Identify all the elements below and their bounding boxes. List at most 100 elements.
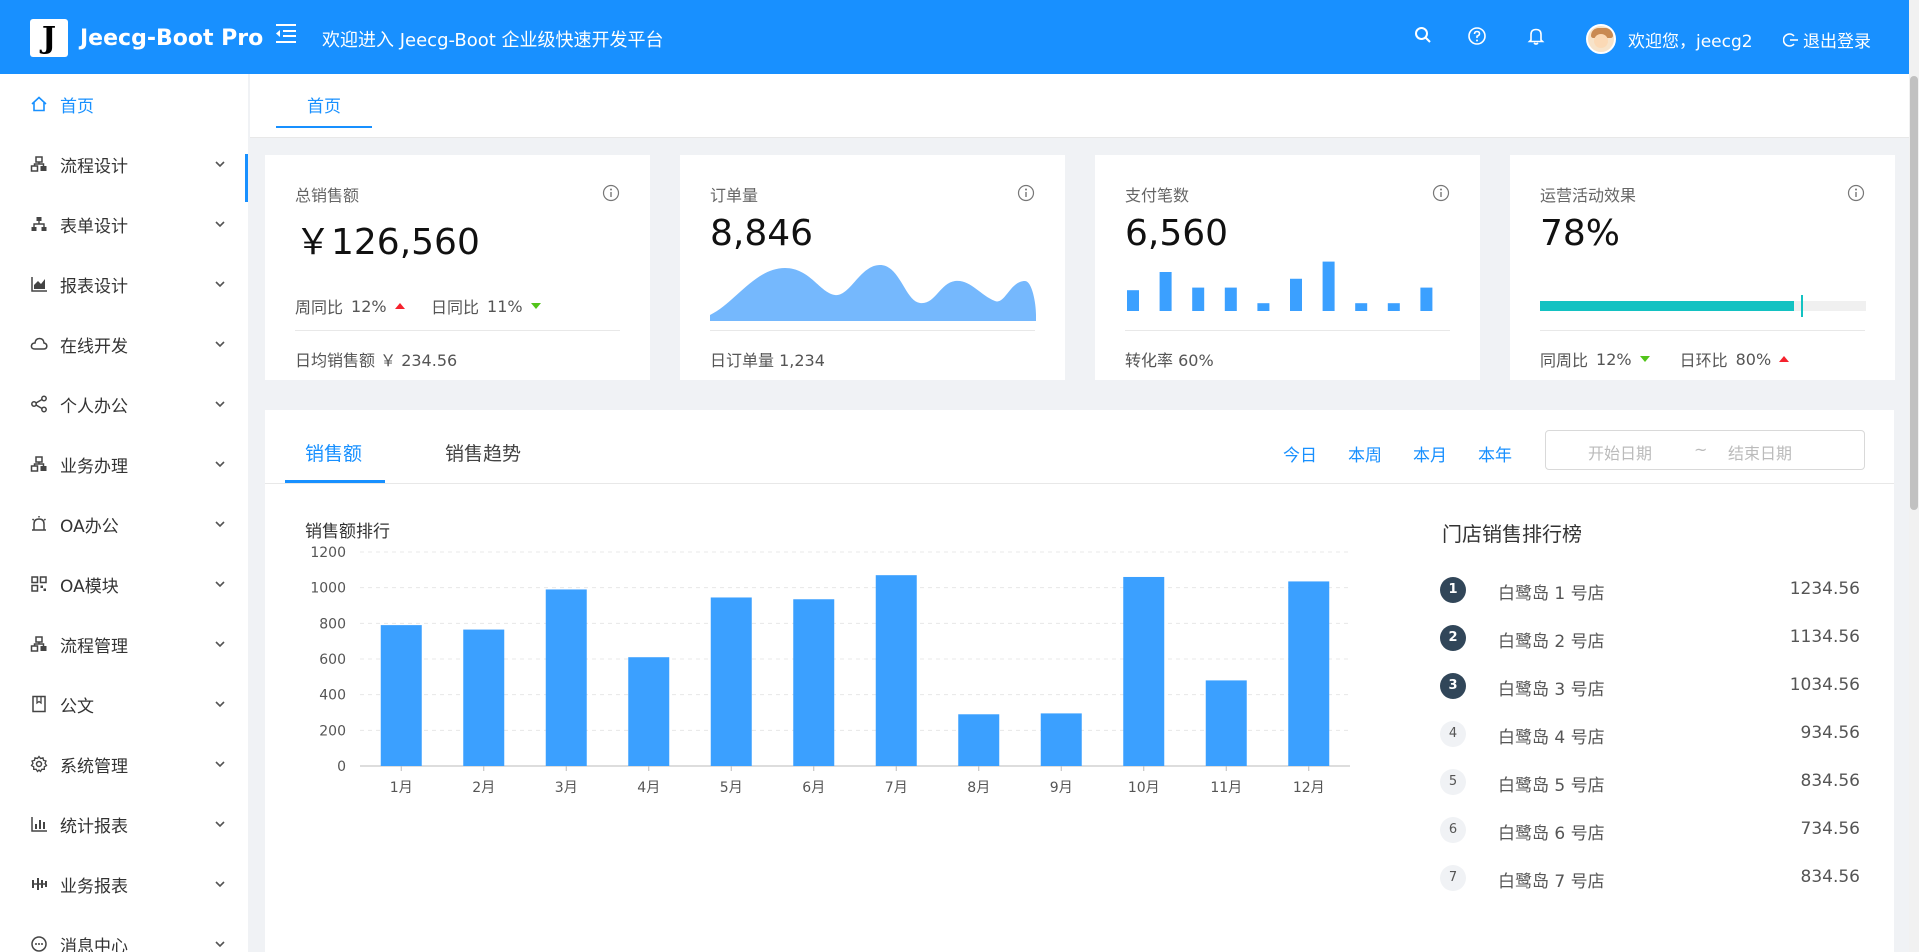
sidebar-item-flow-design[interactable]: 流程设计 — [0, 134, 248, 194]
mini-bar — [1322, 261, 1335, 311]
store-sales: 834.56 — [1800, 867, 1860, 887]
card-title: 总销售额 — [295, 186, 360, 205]
sidebar-item-messages[interactable]: 消息中心 — [0, 914, 248, 952]
card-value: ￥126,560 — [295, 222, 480, 263]
sidebar-item-business[interactable]: 业务办理 — [0, 434, 248, 494]
footer-value: ￥ 234.56 — [380, 351, 458, 370]
store-sales: 834.56 — [1800, 771, 1860, 791]
sidebar-item-home[interactable]: 首页 — [0, 74, 248, 134]
rank-badge: 6 — [1440, 817, 1466, 843]
card-total-sales: 总销售额 ￥126,560 周同比 12% 日同比 11% 日均销售额 ￥ 23… — [265, 155, 650, 380]
chevron-down-icon — [215, 341, 225, 348]
range-end-input[interactable]: 结束日期 — [1728, 444, 1793, 463]
divider — [265, 483, 1894, 484]
sidebar-item-oa-office[interactable]: OA办公 — [0, 494, 248, 554]
bar — [1205, 680, 1247, 766]
bar — [463, 629, 505, 766]
footer-value: 60% — [1178, 351, 1214, 370]
payments-mini-bar-chart — [1127, 261, 1433, 311]
trend-label: 日同比 — [431, 298, 480, 317]
chevron-down-icon — [215, 401, 225, 408]
footer-value: 1,234 — [779, 351, 825, 370]
period-year[interactable]: 本年 — [1478, 446, 1512, 466]
sidebar-item-stats[interactable]: 统计报表 — [0, 794, 248, 854]
info-icon[interactable] — [1432, 184, 1450, 202]
period-today[interactable]: 今日 — [1283, 446, 1317, 466]
mini-bar — [1420, 287, 1433, 311]
sidebar-item-form-design[interactable]: 表单设计 — [0, 194, 248, 254]
store-name: 白鹭岛 4 号店 — [1498, 728, 1605, 748]
logout-label: 退出登录 — [1803, 32, 1871, 52]
sidebar-item-document[interactable]: 公文 — [0, 674, 248, 734]
sales-panel: 销售额 销售趋势 今日 本周 本月 本年 开始日期 ~ 结束日期 销售额排行 0… — [265, 410, 1894, 952]
help-icon[interactable] — [1467, 26, 1489, 48]
welcome-text: 欢迎进入 Jeecg-Boot 企业级快速开发平台 — [322, 30, 664, 51]
sidebar-item-label: OA办公 — [60, 516, 119, 537]
chevron-down-icon — [215, 521, 225, 528]
caret-down-icon — [1639, 356, 1650, 362]
sidebar-item-online-dev[interactable]: 在线开发 — [0, 314, 248, 374]
x-tick-label: 5月 — [720, 780, 743, 796]
sidebar-item-business-report[interactable]: 业务报表 — [0, 854, 248, 914]
card-title: 支付笔数 — [1125, 186, 1190, 205]
tab-home[interactable]: 首页 — [307, 97, 341, 117]
avatar[interactable] — [1586, 24, 1616, 54]
sidebar-item-report-design[interactable]: 报表设计 — [0, 254, 248, 314]
store-name: 白鹭岛 2 号店 — [1498, 632, 1605, 652]
cloud-icon — [30, 337, 48, 350]
tab-bar: 首页 — [250, 74, 1909, 138]
card-campaign: 运营活动效果 78% 同周比 12% 日环比 80% — [1510, 155, 1895, 380]
info-icon[interactable] — [602, 184, 620, 202]
scrollbar-thumb[interactable] — [1910, 76, 1918, 510]
bar — [958, 714, 1000, 766]
search-icon[interactable] — [1414, 26, 1436, 48]
trend-value: 12% — [351, 296, 387, 316]
sidebar-item-label: 个人办公 — [60, 396, 128, 417]
info-icon[interactable] — [1017, 184, 1035, 202]
sidebar-item-system[interactable]: 系统管理 — [0, 734, 248, 794]
rank-badge: 5 — [1440, 769, 1466, 795]
sidebar-item-label: OA模块 — [60, 576, 119, 597]
mini-bar — [1224, 287, 1237, 311]
message-icon — [31, 936, 47, 952]
tab-sales-trend[interactable]: 销售趋势 — [445, 443, 522, 465]
qrcode-icon — [31, 576, 47, 592]
ranking-row: 6 白鹭岛 6 号店 734.56 — [1440, 815, 1860, 845]
alarm-icon — [31, 516, 47, 531]
range-start-input[interactable]: 开始日期 — [1588, 444, 1653, 463]
sidebar-item-flow-manage[interactable]: 流程管理 — [0, 614, 248, 674]
bar — [1123, 576, 1165, 766]
chevron-down-icon — [215, 701, 225, 708]
mini-bar — [1355, 303, 1368, 311]
sidebar-item-label: 表单设计 — [60, 216, 128, 237]
bar — [380, 625, 422, 766]
sidebar-item-label: 业务报表 — [60, 876, 128, 897]
logout-button[interactable]: 退出登录 — [1783, 27, 1871, 52]
flow-icon — [30, 636, 47, 652]
period-week[interactable]: 本周 — [1348, 446, 1382, 466]
sidebar-item-personal-office[interactable]: 个人办公 — [0, 374, 248, 434]
bell-icon[interactable] — [1526, 26, 1548, 48]
y-tick-label: 1000 — [310, 581, 346, 597]
info-icon[interactable] — [1847, 184, 1865, 202]
card-title: 订单量 — [710, 186, 759, 205]
card-payments: 支付笔数 6,560 转化率 60% — [1095, 155, 1480, 380]
card-value: 8,846 — [710, 213, 814, 254]
trend-label: 日环比 — [1679, 351, 1728, 370]
date-range-picker[interactable]: 开始日期 ~ 结束日期 — [1545, 430, 1865, 470]
store-name: 白鹭岛 6 号店 — [1498, 824, 1605, 844]
card-value: 6,560 — [1125, 213, 1229, 254]
y-tick-label: 200 — [319, 723, 346, 739]
x-tick-label: 12月 — [1293, 780, 1325, 796]
tab-sales[interactable]: 销售额 — [305, 443, 363, 465]
menu-fold-icon[interactable] — [274, 22, 300, 48]
rank-badge: 7 — [1440, 865, 1466, 891]
chart-title: 销售额排行 — [305, 522, 390, 542]
user-greeting[interactable]: 欢迎您，jeecg2 — [1628, 32, 1753, 52]
sidebar-item-oa-module[interactable]: OA模块 — [0, 554, 248, 614]
store-name: 白鹭岛 7 号店 — [1498, 872, 1605, 892]
sidebar-item-label: 流程管理 — [60, 636, 128, 657]
range-separator: ~ — [1694, 440, 1708, 459]
card-footer: 日均销售额 ￥ 234.56 — [295, 347, 457, 371]
period-month[interactable]: 本月 — [1413, 446, 1447, 466]
